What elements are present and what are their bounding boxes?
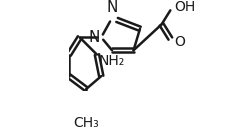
Text: NH₂: NH₂ [99,54,125,68]
Text: N: N [106,0,118,15]
Text: OH: OH [174,0,196,14]
Text: CH₃: CH₃ [73,116,99,130]
Text: O: O [174,35,185,49]
Text: N: N [88,30,100,45]
